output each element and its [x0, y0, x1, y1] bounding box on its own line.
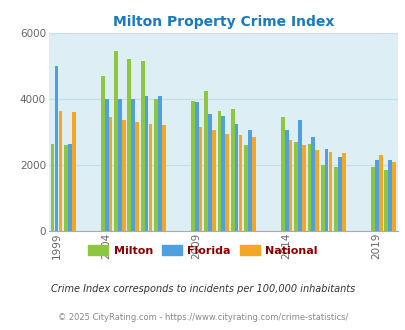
Bar — [211, 130, 215, 231]
Bar — [383, 170, 387, 231]
Bar — [72, 112, 75, 231]
Bar — [297, 120, 301, 231]
Text: © 2025 CityRating.com - https://www.cityrating.com/crime-statistics/: © 2025 CityRating.com - https://www.city… — [58, 313, 347, 322]
Legend: Milton, Florida, National: Milton, Florida, National — [83, 241, 322, 260]
Bar — [247, 130, 251, 231]
Bar — [333, 167, 337, 231]
Bar — [100, 76, 104, 231]
Bar — [301, 145, 305, 231]
Bar — [311, 137, 314, 231]
Bar — [109, 117, 112, 231]
Bar — [154, 99, 158, 231]
Bar — [221, 115, 225, 231]
Bar — [162, 125, 165, 231]
Bar — [198, 127, 202, 231]
Bar — [51, 144, 54, 231]
Bar — [127, 59, 131, 231]
Bar — [141, 61, 144, 231]
Bar — [230, 109, 234, 231]
Bar — [118, 99, 122, 231]
Bar — [58, 111, 62, 231]
Bar — [243, 145, 247, 231]
Bar — [288, 140, 292, 231]
Bar — [284, 130, 288, 231]
Bar — [194, 102, 198, 231]
Bar — [337, 157, 341, 231]
Bar — [68, 144, 72, 231]
Bar — [238, 135, 242, 231]
Bar — [387, 160, 391, 231]
Bar — [158, 96, 161, 231]
Bar — [294, 142, 297, 231]
Bar — [104, 99, 108, 231]
Bar — [55, 66, 58, 231]
Bar — [148, 124, 152, 231]
Bar — [190, 101, 194, 231]
Bar — [370, 167, 374, 231]
Bar — [122, 120, 126, 231]
Bar — [144, 96, 148, 231]
Bar — [131, 99, 135, 231]
Bar — [64, 145, 68, 231]
Bar — [217, 111, 221, 231]
Bar — [324, 148, 328, 231]
Bar — [225, 134, 228, 231]
Bar — [252, 137, 255, 231]
Text: Crime Index corresponds to incidents per 100,000 inhabitants: Crime Index corresponds to incidents per… — [51, 284, 354, 294]
Bar — [307, 144, 311, 231]
Bar — [391, 162, 395, 231]
Bar — [315, 150, 318, 231]
Bar — [374, 160, 378, 231]
Bar — [204, 91, 207, 231]
Bar — [328, 152, 332, 231]
Title: Milton Property Crime Index: Milton Property Crime Index — [112, 15, 333, 29]
Bar — [320, 165, 324, 231]
Bar — [378, 155, 382, 231]
Bar — [135, 122, 139, 231]
Bar — [208, 114, 211, 231]
Bar — [234, 124, 238, 231]
Bar — [114, 51, 117, 231]
Bar — [280, 117, 284, 231]
Bar — [341, 153, 345, 231]
